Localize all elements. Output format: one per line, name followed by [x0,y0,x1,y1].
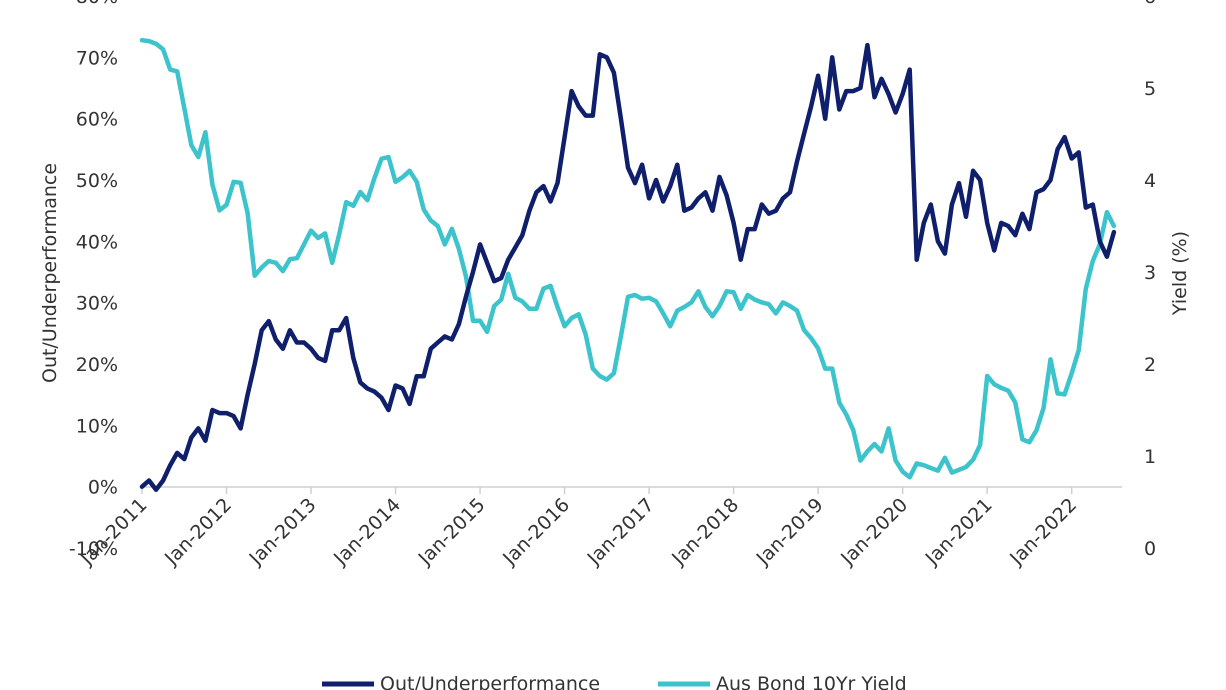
series-line-performance [139,42,1117,492]
right-axis-title: Yield (%) [1169,231,1191,316]
right-y-ticks: 0 1 2 3 4 5 6 [1144,0,1156,560]
x-tick-label: Jan-2017 [583,494,659,570]
right-tick-label: 4 [1144,170,1156,192]
x-tick-label: Jan-2013 [245,494,321,570]
legend-label-yield: Aus Bond 10Yr Yield [716,673,907,690]
right-tick-label: 1 [1144,446,1156,468]
right-tick-label: 2 [1144,354,1156,376]
left-tick-label: 60% [76,109,118,131]
left-tick-label: -10% [69,538,118,560]
left-tick-label: 70% [76,47,118,69]
left-y-ticks: -10% 0% 10% 20% 30% 40% 50% 60% 70% 80% [69,0,118,560]
x-tick-label: Jan-2022 [1005,494,1081,570]
right-tick-label: 0 [1144,538,1156,560]
x-tick-label: Jan-2021 [921,494,997,570]
right-tick-label: 5 [1144,78,1156,100]
x-tick-label: Jan-2016 [498,494,574,570]
x-tick-label: Jan-2012 [160,494,236,570]
series-group [139,37,1117,492]
left-tick-label: 80% [76,0,118,8]
series-line-yield [139,37,1117,480]
legend-label-performance: Out/Underperformance [380,673,600,690]
left-tick-label: 40% [76,231,118,253]
right-tick-label: 3 [1144,262,1156,284]
left-tick-label: 0% [88,477,118,499]
x-tick-label: Jan-2018 [667,494,743,570]
right-tick-label: 6 [1144,0,1156,8]
x-tick-label: Jan-2020 [836,494,912,570]
x-ticks: Jan-2011 Jan-2012 Jan-2013 Jan-2014 Jan-2015… [76,487,1081,570]
left-tick-label: 20% [76,354,118,376]
legend: Out/Underperformance Aus Bond 10Yr Yield [322,673,907,690]
left-tick-label: 50% [76,170,118,192]
x-tick-label: Jan-2019 [752,494,828,570]
x-tick-label: Jan-2015 [414,494,490,570]
x-tick-label: Jan-2014 [329,494,405,570]
left-tick-label: 10% [76,415,118,437]
left-axis-title: Out/Underperformance [39,163,61,383]
left-tick-label: 30% [76,293,118,315]
